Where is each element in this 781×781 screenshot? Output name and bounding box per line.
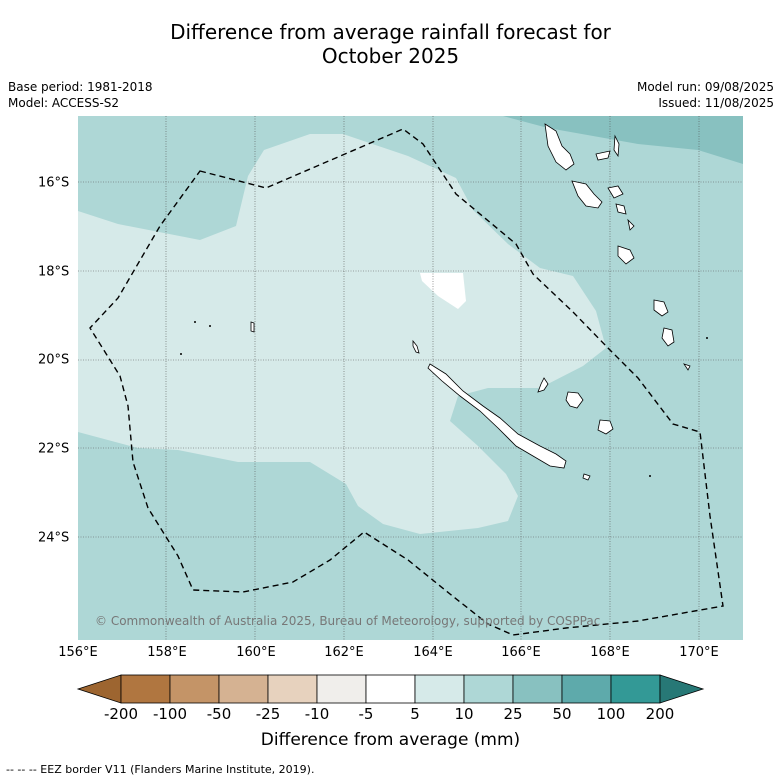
colorbar-label: 25 [503,705,523,723]
lat-tick-18: 18°S [38,264,70,280]
copyright-notice: © Commonwealth of Australia 2025, Bureau… [95,614,601,628]
colorbar-segment [610,674,661,704]
colorbar-segment [561,674,612,704]
eez-footnote: -- -- -- EEZ border V11 (Flanders Marine… [6,763,315,776]
colorbar-segment [414,674,465,704]
colorbar-extend-low [76,674,122,704]
small-islet-2 [209,325,211,327]
colorbar-title: Difference from average (mm) [260,730,521,750]
loyalty-ouvea [537,377,549,393]
small-islet-3 [180,353,182,355]
colorbar-label: 100 [596,705,626,723]
base-period: Base period: 1981-2018 [8,80,153,94]
colorbar-segment [463,674,514,704]
map-panel [78,116,743,640]
new-caledonia-island [427,363,567,469]
lon-tick-158: 158°E [147,645,187,660]
colorbar-label: -200 [103,705,139,723]
lon-tick-164: 164°E [413,645,453,660]
lon-tick-156: 156°E [58,645,98,660]
colorbar-label: -10 [304,705,330,723]
vanuatu-islands [544,123,691,371]
issued-date: Issued: 11/08/2025 [658,96,774,110]
lat-tick-20: 20°S [38,352,70,368]
colorbar-label: 5 [410,705,420,723]
colorbar-label: 10 [454,705,474,723]
colorbar-segment [267,674,318,704]
colorbar-extend-high [659,674,705,704]
belep-islands [412,339,420,354]
no-change-area [420,273,466,309]
meta-left: Base period: 1981-2018 Model: ACCESS-S2 [8,79,153,111]
band-5-10-area [78,134,606,534]
grid-lines [78,116,743,640]
lon-tick-170: 170°E [679,645,719,660]
lon-tick-168: 168°E [590,645,630,660]
colorbar-segment [512,674,563,704]
colorbar-segment [316,674,367,704]
small-islet-5 [706,337,708,339]
chesterfield-reef [250,321,255,333]
small-islet-4 [649,475,651,477]
colorbar-segment [218,674,269,704]
colorbar-segment [169,674,220,704]
colorbar-label: -50 [206,705,232,723]
lat-tick-16: 16°S [38,175,70,191]
lon-tick-166: 166°E [501,645,541,660]
colorbar-label: -5 [358,705,374,723]
colorbar-label: 200 [645,705,675,723]
band-25-50-area [503,116,743,164]
isle-of-pines [582,473,591,481]
model-name: Model: ACCESS-S2 [8,96,120,110]
title-line-2: October 2025 [321,44,460,68]
colorbar-label: -100 [152,705,188,723]
model-run: Model run: 09/08/2025 [636,80,774,94]
colorbar [76,674,705,704]
map-title: Difference from average rainfall forecas… [0,20,781,68]
loyalty-mare [597,419,614,435]
lat-tick-22: 22°S [38,441,70,457]
title-line-1: Difference from average rainfall forecas… [170,20,611,44]
lat-tick-24: 24°S [38,530,70,546]
loyalty-lifou [565,391,584,409]
colorbar-label: -25 [255,705,281,723]
lon-tick-162: 162°E [324,645,364,660]
small-islet-1 [194,321,196,323]
colorbar-segment [365,674,416,704]
meta-right: Model run: 09/08/2025 Issued: 11/08/2025 [637,79,774,111]
colorbar-label: 50 [552,705,572,723]
lon-tick-160: 160°E [236,645,276,660]
colorbar-segment [120,674,171,704]
